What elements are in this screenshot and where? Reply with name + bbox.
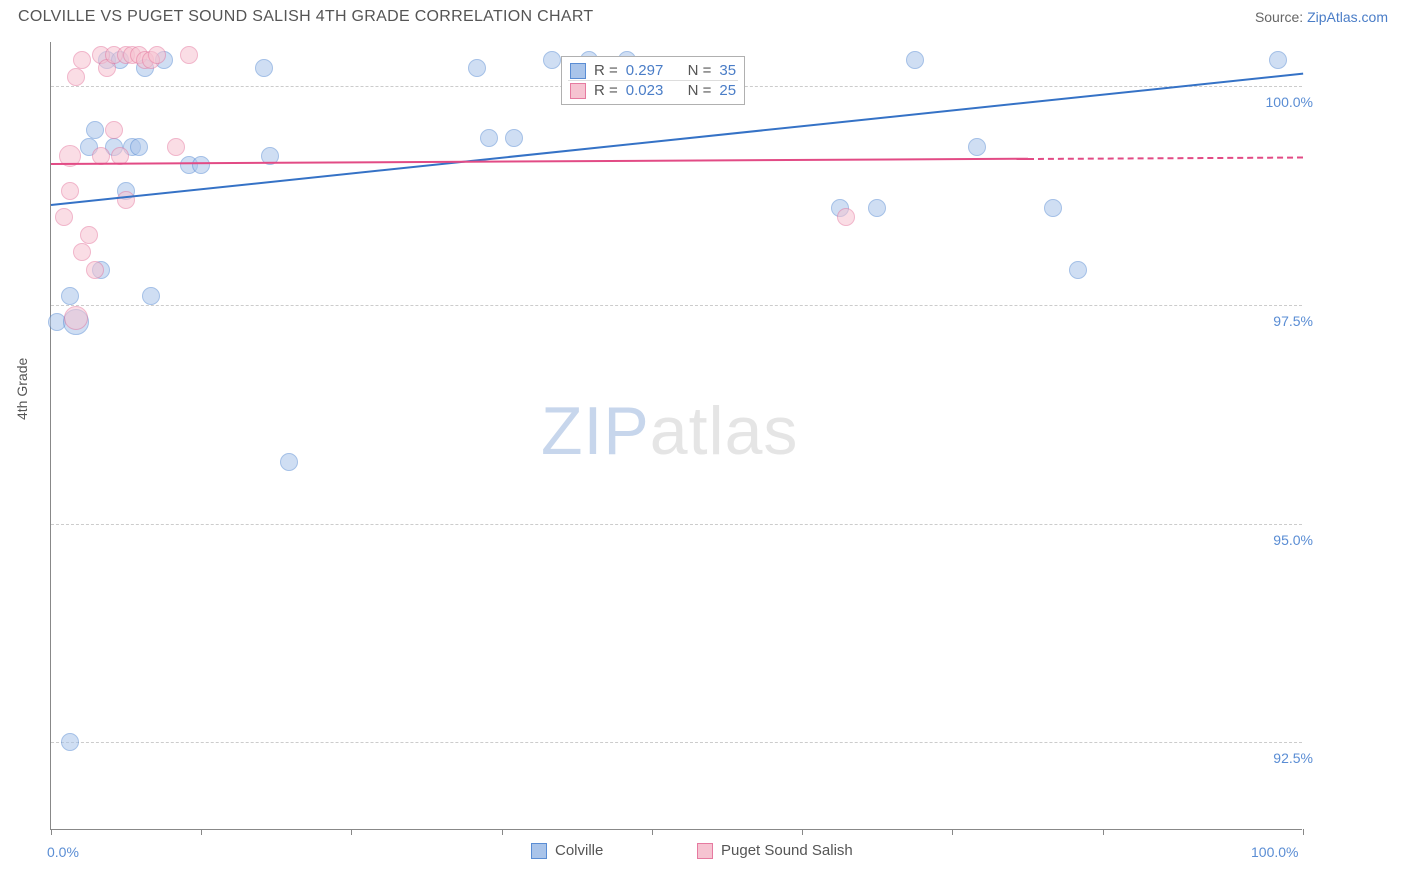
r-label: R = (594, 82, 618, 99)
chart-title: COLVILLE VS PUGET SOUND SALISH 4TH GRADE… (18, 8, 593, 26)
scatter-point (480, 129, 498, 147)
scatter-point (837, 208, 855, 226)
x-tick-mark (351, 829, 352, 835)
y-tick-label: 95.0% (1243, 532, 1313, 548)
x-tick-mark (952, 829, 953, 835)
x-tick-mark (201, 829, 202, 835)
x-max-label: 100.0% (1251, 844, 1298, 860)
scatter-point (80, 226, 98, 244)
y-tick-label: 92.5% (1243, 750, 1313, 766)
scatter-point (86, 261, 104, 279)
gridline (51, 742, 1302, 743)
x-tick-mark (652, 829, 653, 835)
stats-row: R = 0.023 N = 25 (568, 80, 738, 100)
scatter-point (1069, 261, 1087, 279)
scatter-point (130, 138, 148, 156)
r-value: 0.023 (626, 82, 664, 99)
chart-container: ZIPatlas 92.5% 95.0% 97.5% 100.0% R = 0.297 N… (50, 42, 1390, 830)
x-tick-mark (502, 829, 503, 835)
scatter-point (1269, 51, 1287, 69)
legend-item: Colville (531, 842, 603, 859)
scatter-point (73, 51, 91, 69)
scatter-point (906, 51, 924, 69)
scatter-point (192, 156, 210, 174)
legend-swatch (531, 843, 547, 859)
x-tick-mark (802, 829, 803, 835)
scatter-point (167, 138, 185, 156)
scatter-point (468, 59, 486, 77)
scatter-point (105, 121, 123, 139)
scatter-point (1044, 199, 1062, 217)
r-value: 0.297 (626, 62, 664, 79)
scatter-point (61, 287, 79, 305)
stats-box: R = 0.297 N = 35 R = 0.023 N = 25 (561, 56, 745, 105)
y-tick-label: 100.0% (1243, 94, 1313, 110)
source-link[interactable]: ZipAtlas.com (1307, 9, 1388, 25)
scatter-point (280, 453, 298, 471)
y-tick-label: 97.5% (1243, 313, 1313, 329)
source-attribution: Source: ZipAtlas.com (1255, 9, 1388, 25)
x-tick-mark (1303, 829, 1304, 835)
trendline-extension (1028, 156, 1303, 159)
scatter-point (543, 51, 561, 69)
scatter-point (61, 182, 79, 200)
series-swatch (570, 83, 586, 99)
series-swatch (570, 63, 586, 79)
scatter-point (61, 733, 79, 751)
scatter-point (968, 138, 986, 156)
r-label: R = (594, 62, 618, 79)
legend-swatch (697, 843, 713, 859)
n-label: N = (688, 62, 712, 79)
gridline (51, 524, 1302, 525)
legend-label: Colville (555, 842, 603, 859)
legend-label: Puget Sound Salish (721, 842, 853, 859)
stats-row: R = 0.297 N = 35 (568, 61, 738, 80)
scatter-point (148, 46, 166, 64)
scatter-point (180, 46, 198, 64)
x-min-label: 0.0% (47, 844, 79, 860)
gridline (51, 305, 1302, 306)
scatter-point (64, 306, 88, 330)
scatter-point (55, 208, 73, 226)
plot-area: ZIPatlas 92.5%95.0%97.5%100.0%R =0.297 N… (50, 42, 1302, 830)
scatter-point (142, 287, 160, 305)
x-tick-mark (1103, 829, 1104, 835)
scatter-point (868, 199, 886, 217)
scatter-point (67, 68, 85, 86)
n-label: N = (688, 82, 712, 99)
legend-item: Puget Sound Salish (697, 842, 853, 859)
scatter-point (117, 191, 135, 209)
y-axis-label: 4th Grade (14, 358, 30, 420)
scatter-point (255, 59, 273, 77)
n-value: 25 (719, 82, 736, 99)
x-tick-mark (51, 829, 52, 835)
scatter-point (86, 121, 104, 139)
scatter-point (73, 243, 91, 261)
chart-header: COLVILLE VS PUGET SOUND SALISH 4TH GRADE… (0, 0, 1406, 30)
watermark: ZIPatlas (541, 392, 798, 470)
scatter-point (505, 129, 523, 147)
n-value: 35 (719, 62, 736, 79)
